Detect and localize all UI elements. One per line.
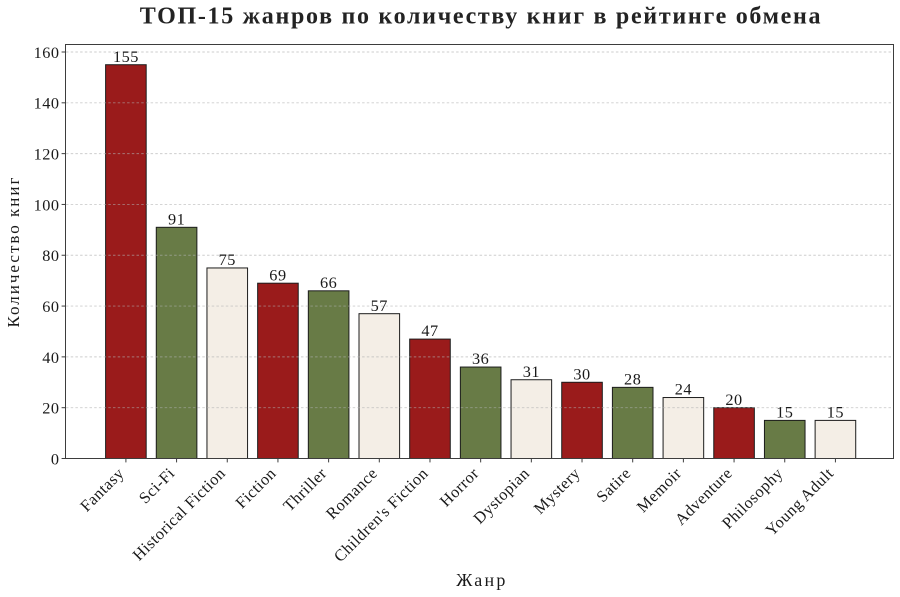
svg-text:160: 160 <box>34 43 60 62</box>
svg-text:Mystery: Mystery <box>530 463 585 518</box>
svg-text:91: 91 <box>168 209 185 228</box>
svg-text:0: 0 <box>51 449 60 468</box>
svg-text:40: 40 <box>42 348 59 367</box>
svg-text:75: 75 <box>219 250 236 269</box>
svg-text:Количество книг: Количество книг <box>4 176 23 328</box>
svg-text:Dystopian: Dystopian <box>469 464 533 528</box>
svg-text:20: 20 <box>42 399 59 418</box>
svg-text:15: 15 <box>776 402 793 421</box>
svg-text:80: 80 <box>42 246 59 265</box>
svg-text:15: 15 <box>827 402 844 421</box>
svg-text:ТОП-15 жанров по количеству кн: ТОП-15 жанров по количеству книг в рейти… <box>140 3 823 29</box>
svg-text:Horror: Horror <box>436 464 483 511</box>
svg-text:57: 57 <box>371 296 388 315</box>
svg-text:Historical Fiction: Historical Fiction <box>128 464 229 565</box>
svg-text:24: 24 <box>675 380 692 399</box>
svg-text:Fantasy: Fantasy <box>76 463 128 515</box>
svg-text:36: 36 <box>472 349 489 368</box>
svg-text:20: 20 <box>725 390 742 409</box>
svg-text:30: 30 <box>573 364 590 383</box>
svg-text:100: 100 <box>34 195 60 214</box>
svg-text:155: 155 <box>113 47 139 66</box>
svg-text:Satire: Satire <box>592 464 634 506</box>
svg-text:Children's Fiction: Children's Fiction <box>330 464 432 566</box>
svg-text:28: 28 <box>624 369 641 388</box>
svg-text:31: 31 <box>523 362 540 381</box>
svg-text:69: 69 <box>269 265 286 284</box>
svg-text:60: 60 <box>42 297 59 316</box>
svg-text:Fiction: Fiction <box>231 464 280 513</box>
svg-text:Sci-Fi: Sci-Fi <box>135 464 179 508</box>
svg-text:120: 120 <box>34 145 60 164</box>
svg-text:140: 140 <box>34 94 60 113</box>
svg-text:Жанр: Жанр <box>456 570 508 590</box>
svg-text:47: 47 <box>421 321 438 340</box>
svg-text:66: 66 <box>320 273 337 292</box>
